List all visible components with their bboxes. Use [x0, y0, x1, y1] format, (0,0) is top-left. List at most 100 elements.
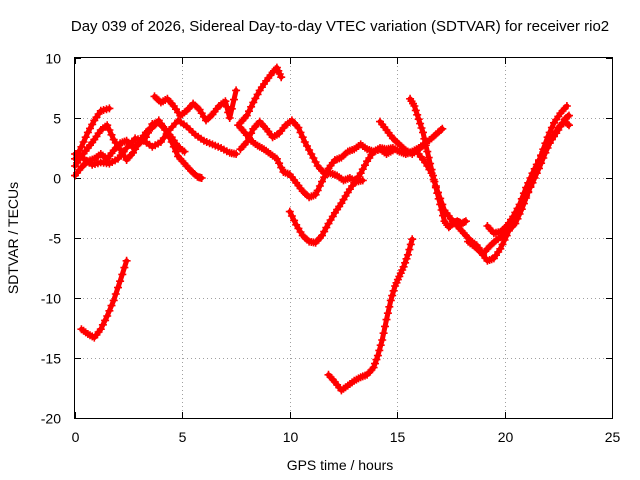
data-point-marker [298, 133, 307, 142]
data-point-marker [167, 138, 176, 146]
x-tick-label: 15 [390, 429, 406, 445]
x-tick-label: 10 [283, 429, 299, 445]
y-tick-label: -20 [41, 411, 61, 427]
data-point-marker [122, 256, 131, 265]
data-point-marker [373, 351, 382, 360]
data-point-marker [532, 160, 541, 169]
data-point-marker [81, 133, 90, 142]
data-point-marker [77, 142, 86, 151]
data-point-marker [562, 102, 571, 110]
data-point-marker [315, 182, 324, 190]
data-point-marker [563, 120, 572, 128]
data-point-marker [498, 240, 507, 249]
data-point-marker [225, 114, 234, 122]
data-point-marker [230, 95, 238, 104]
series-trace [78, 258, 130, 341]
data-point-marker [290, 216, 299, 225]
y-tick-label: 10 [45, 51, 61, 67]
data-point-marker [500, 236, 509, 244]
data-point-marker [222, 102, 231, 111]
data-point-marker [403, 250, 412, 259]
data-point-marker [369, 363, 378, 372]
series-arc-6 [77, 256, 131, 342]
data-point-marker [296, 128, 305, 137]
data-point-marker [438, 124, 447, 133]
data-point-marker [107, 130, 116, 139]
series-arc-3 [71, 104, 114, 163]
data-point-marker [526, 174, 535, 182]
data-point-marker [565, 121, 573, 130]
data-point-marker [96, 325, 105, 334]
data-point-marker [414, 115, 423, 124]
data-point-marker [111, 290, 120, 298]
data-point-marker [431, 182, 440, 190]
data-point-marker [411, 106, 420, 115]
data-point-marker [311, 190, 320, 199]
data-point-marker [116, 277, 125, 286]
data-point-marker [519, 189, 528, 198]
data-point-marker [172, 147, 180, 156]
series-arc-16 [483, 111, 573, 238]
data-point-marker [429, 175, 438, 184]
data-point-marker [413, 110, 422, 119]
data-point-marker [318, 177, 326, 186]
data-point-marker [565, 111, 573, 120]
series-arc-13 [406, 94, 470, 232]
data-point-marker [101, 316, 110, 325]
data-point-marker [427, 169, 436, 178]
data-point-marker [424, 153, 433, 162]
data-point-marker [438, 200, 447, 209]
data-point-marker [247, 102, 256, 111]
data-point-marker [496, 244, 505, 253]
data-point-marker [436, 126, 445, 134]
grid-layer [75, 58, 612, 418]
data-point-marker [406, 240, 415, 249]
data-point-marker [221, 97, 230, 106]
data-point-marker [197, 174, 206, 182]
data-point-marker [103, 121, 112, 130]
tick-layer: 0 5 10 15 20 25 -20 -15 -10 -5 0 5 10 [41, 51, 621, 446]
data-point-marker [98, 320, 107, 329]
data-point-marker [436, 194, 445, 203]
data-point-marker [417, 124, 426, 132]
series-arc-9 [234, 121, 447, 202]
data-point-marker [563, 112, 572, 121]
data-point-marker [232, 150, 241, 158]
data-point-marker [180, 147, 189, 156]
data-point-marker [322, 168, 331, 177]
data-point-marker [388, 291, 397, 300]
data-point-marker [375, 346, 384, 355]
data-point-marker [105, 126, 114, 134]
data-point-marker [376, 341, 385, 350]
data-point-marker [313, 186, 322, 195]
data-point-marker [530, 164, 539, 173]
data-point-marker [434, 188, 442, 197]
data-point-marker [502, 231, 511, 240]
data-point-marker [146, 124, 155, 133]
series-arc-15 [464, 117, 573, 265]
data-point-marker [420, 134, 429, 143]
data-point-marker [528, 169, 537, 178]
y-tick-label: 5 [53, 111, 61, 127]
y-tick-label: 0 [53, 171, 61, 187]
data-point-marker [285, 207, 294, 216]
data-point-marker [389, 286, 398, 295]
data-point-marker [245, 107, 253, 116]
data-point-marker [371, 359, 379, 368]
data-point-marker [144, 128, 152, 137]
series-trace [465, 119, 572, 264]
data-point-marker [79, 138, 88, 146]
series-arc-12 [376, 117, 427, 158]
data-point-marker [410, 102, 419, 110]
data-point-marker [227, 104, 236, 113]
data-point-marker [277, 163, 286, 172]
y-tick-label: -5 [49, 231, 62, 247]
data-point-marker [107, 301, 116, 310]
series-arc-5 [150, 86, 241, 125]
data-point-marker [272, 154, 281, 163]
data-point-marker [385, 302, 394, 311]
data-point-marker [408, 235, 417, 244]
series-arc-7 [236, 63, 286, 127]
data-point-marker [224, 108, 233, 117]
series-trace [484, 113, 572, 236]
